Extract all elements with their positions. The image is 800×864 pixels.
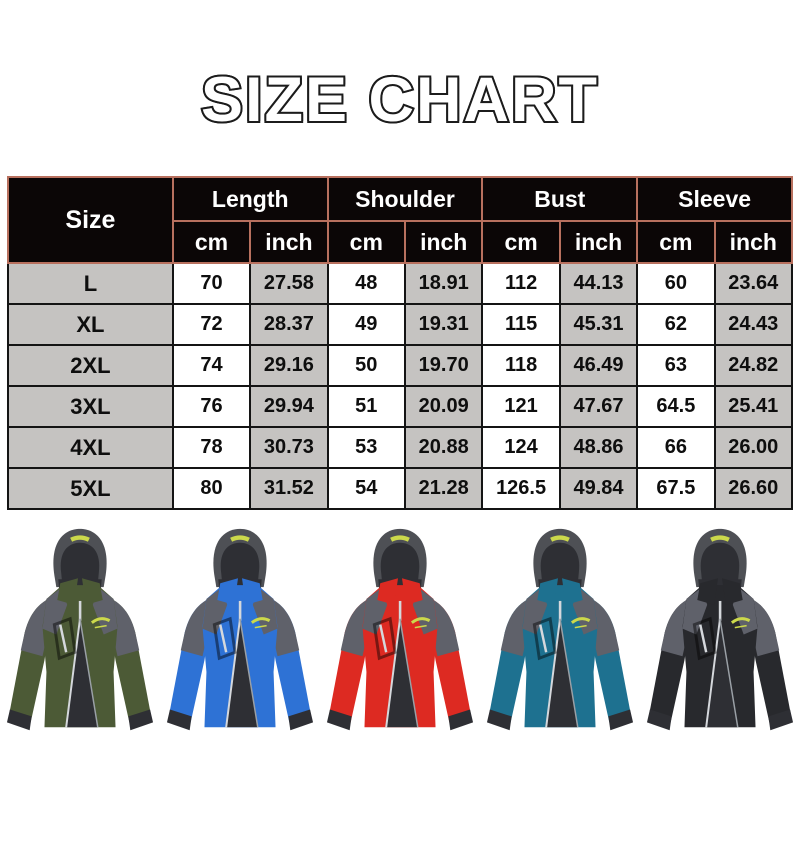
measure-cell: 74 <box>171 344 252 388</box>
measure-cell: 64.5 <box>636 385 716 429</box>
size-chart-page: SIZE CHART Size Length Shoulder Bust Sle… <box>0 63 800 752</box>
size-cell: 3XL <box>7 385 174 429</box>
measure-cell: 112 <box>481 262 561 306</box>
measure-cell: 24.82 <box>713 344 794 388</box>
unit-cm: cm <box>636 220 716 265</box>
measure-cell: 24.43 <box>713 303 794 347</box>
measure-cell: 70 <box>171 262 252 306</box>
table-row: 5XL 80 31.52 54 21.28 126.5 49.84 67.5 2… <box>7 467 794 511</box>
measure-cell: 45.31 <box>558 303 639 347</box>
measure-cell: 19.31 <box>403 303 484 347</box>
measure-cell: 20.09 <box>403 385 484 429</box>
measure-cell: 78 <box>171 426 252 470</box>
header-unit-row: cm inch cm inch cm inch cm inch <box>8 220 794 265</box>
jacket-gallery <box>0 522 800 752</box>
header-group-row: Size Length Shoulder Bust Sleeve <box>7 176 793 265</box>
measure-cell: 47.67 <box>558 385 639 429</box>
size-cell: 4XL <box>7 426 174 470</box>
measure-cell: 30.73 <box>249 426 329 470</box>
blue-jacket <box>160 522 320 752</box>
unit-inch: inch <box>558 220 639 265</box>
measure-cell: 50 <box>326 344 407 388</box>
measure-cell: 66 <box>636 426 716 470</box>
header-length: Length <box>171 176 329 223</box>
size-cell: 2XL <box>7 344 174 388</box>
table-body: L 70 27.58 48 18.91 112 44.13 60 23.64 X… <box>7 262 794 511</box>
measure-cell: 124 <box>481 426 561 470</box>
red-jacket <box>320 522 480 752</box>
measure-cell: 72 <box>171 303 252 347</box>
unit-inch: inch <box>403 220 484 265</box>
unit-inch: inch <box>249 220 329 265</box>
measure-cell: 51 <box>326 385 407 429</box>
measure-cell: 121 <box>481 385 561 429</box>
measure-cell: 48 <box>326 262 407 306</box>
measure-cell: 28.37 <box>249 303 329 347</box>
unit-cm: cm <box>481 220 561 265</box>
measure-cell: 26.60 <box>713 467 794 511</box>
measure-cell: 63 <box>636 344 716 388</box>
table-row: L 70 27.58 48 18.91 112 44.13 60 23.64 <box>7 262 794 306</box>
header-sleeve: Sleeve <box>636 176 793 223</box>
measure-cell: 44.13 <box>558 262 639 306</box>
measure-cell: 19.70 <box>403 344 484 388</box>
unit-inch: inch <box>713 220 794 265</box>
size-cell: L <box>7 262 174 306</box>
table-row: XL 72 28.37 49 19.31 115 45.31 62 24.43 <box>7 303 794 347</box>
measure-cell: 26.00 <box>713 426 794 470</box>
unit-cm: cm <box>171 220 252 265</box>
measure-cell: 20.88 <box>403 426 484 470</box>
measure-cell: 49.84 <box>558 467 639 511</box>
header-shoulder: Shoulder <box>326 176 484 223</box>
measure-cell: 18.91 <box>403 262 484 306</box>
measure-cell: 23.64 <box>713 262 794 306</box>
black-jacket <box>640 522 800 752</box>
header-size: Size <box>7 176 174 265</box>
size-chart-table: Size Length Shoulder Bust Sleeve cm inch… <box>7 176 794 511</box>
measure-cell: 27.58 <box>249 262 329 306</box>
measure-cell: 60 <box>636 262 716 306</box>
measure-cell: 29.16 <box>249 344 329 388</box>
measure-cell: 53 <box>326 426 407 470</box>
measure-cell: 46.49 <box>558 344 639 388</box>
size-cell: 5XL <box>7 467 174 511</box>
table-row: 3XL 76 29.94 51 20.09 121 47.67 64.5 25.… <box>7 385 794 429</box>
measure-cell: 62 <box>636 303 716 347</box>
teal-jacket <box>480 522 640 752</box>
measure-cell: 21.28 <box>403 467 484 511</box>
size-cell: XL <box>7 303 174 347</box>
measure-cell: 115 <box>481 303 561 347</box>
unit-cm: cm <box>326 220 407 265</box>
measure-cell: 25.41 <box>713 385 794 429</box>
table-header: Size Length Shoulder Bust Sleeve cm inch… <box>7 176 794 265</box>
measure-cell: 126.5 <box>481 467 561 511</box>
measure-cell: 48.86 <box>558 426 639 470</box>
measure-cell: 29.94 <box>249 385 329 429</box>
measure-cell: 80 <box>171 467 252 511</box>
measure-cell: 49 <box>326 303 407 347</box>
page-title: SIZE CHART <box>199 63 599 137</box>
measure-cell: 76 <box>171 385 252 429</box>
table-row: 4XL 78 30.73 53 20.88 124 48.86 66 26.00 <box>7 426 794 470</box>
measure-cell: 67.5 <box>636 467 716 511</box>
measure-cell: 54 <box>326 467 407 511</box>
measure-cell: 31.52 <box>249 467 329 511</box>
table-row: 2XL 74 29.16 50 19.70 118 46.49 63 24.82 <box>7 344 794 388</box>
measure-cell: 118 <box>481 344 561 388</box>
army-green-jacket <box>0 522 160 752</box>
header-bust: Bust <box>481 176 639 223</box>
